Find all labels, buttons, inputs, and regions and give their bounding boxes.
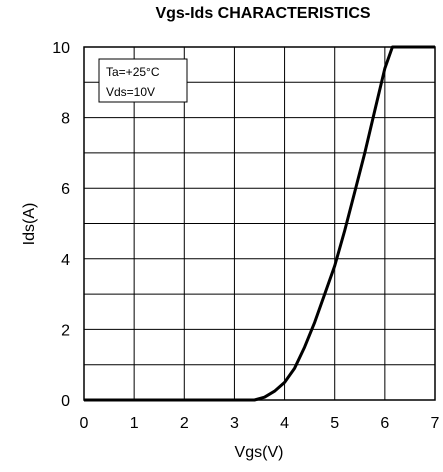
annotation-temperature: Ta=+25°C [106, 65, 160, 79]
x-tick-label: 2 [180, 415, 189, 432]
y-tick-label: 4 [61, 252, 70, 269]
x-tick-label: 3 [230, 415, 239, 432]
x-tick-label: 1 [130, 415, 139, 432]
x-tick-label: 6 [380, 415, 389, 432]
y-tick-label: 10 [52, 40, 70, 57]
annotation-vds: Vds=10V [106, 85, 155, 99]
series-line [84, 45, 435, 402]
x-tick-label: 5 [330, 415, 339, 432]
tick-labels: 0 1 2 3 4 5 6 7 0 2 4 6 8 10 [52, 40, 439, 432]
grid [84, 47, 435, 400]
y-tick-label: 6 [61, 181, 70, 198]
x-axis-label: Vgs(V) [235, 444, 284, 461]
y-axis-label: Ids(A) [21, 203, 38, 246]
y-tick-label: 8 [61, 111, 70, 128]
x-tick-label: 7 [431, 415, 440, 432]
chart-title: Vgs-Ids CHARACTERISTICS [155, 5, 370, 22]
x-tick-label: 0 [80, 415, 89, 432]
y-tick-label: 0 [61, 393, 70, 410]
annotation-box: Ta=+25°C Vds=10V [98, 58, 188, 103]
y-tick-label: 2 [61, 322, 70, 339]
series-layer [84, 45, 435, 402]
x-tick-label: 4 [280, 415, 289, 432]
